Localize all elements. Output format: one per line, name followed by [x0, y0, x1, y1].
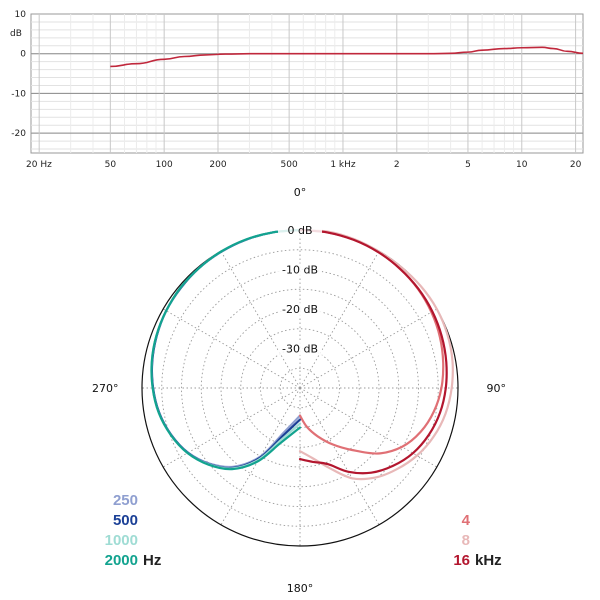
x-tick-label: 200 — [209, 160, 226, 170]
x-tick-label: 20 Hz — [26, 160, 52, 170]
polar-spoke — [299, 387, 380, 526]
polar-spoke — [220, 250, 301, 389]
legend-item-left: 1000 — [105, 532, 138, 549]
polar-ring — [200, 288, 400, 488]
ring-label-bg — [278, 224, 322, 237]
legend-item-right: 4 — [462, 512, 471, 529]
response-line — [110, 46, 584, 68]
legend-item-left: 2000 — [105, 552, 138, 569]
legend-item-left: 250 — [113, 492, 138, 509]
polar-outer-ring — [141, 229, 459, 547]
x-tick-label: 50 — [105, 160, 117, 170]
x-tick-label: 1 kHz — [330, 160, 356, 170]
legend-item-right: 8 — [462, 532, 470, 549]
angle-label: 0° — [294, 186, 307, 199]
ring-label: -30 dB — [282, 343, 318, 356]
polar-spoke — [162, 308, 301, 389]
legend-item-left: 500 — [113, 512, 138, 529]
polar-series-1000 — [150, 228, 302, 470]
y-tick-label: -20 — [11, 129, 26, 139]
polar-spoke — [299, 308, 438, 389]
angle-label: 90° — [487, 382, 507, 395]
legend-unit-right: kHz — [475, 552, 502, 569]
x-tick-label: 100 — [156, 160, 173, 170]
ring-label-bg — [278, 303, 322, 316]
polar-series-250 — [150, 228, 302, 469]
x-tick-label: 20 — [570, 160, 582, 170]
x-tick-label: 10 — [516, 160, 528, 170]
polar-spoke — [299, 250, 380, 389]
polar-series-4 — [298, 228, 445, 455]
y-tick-label: -10 — [11, 89, 26, 99]
angle-label: 180° — [287, 582, 314, 595]
polar-ring — [220, 308, 380, 468]
polar-spoke — [299, 387, 438, 468]
plot-frame — [30, 13, 584, 154]
ring-label: -20 dB — [282, 303, 318, 316]
polar-spoke — [220, 387, 301, 526]
y-axis-label: dB — [10, 29, 22, 39]
ring-label: -10 dB — [282, 264, 318, 277]
polar-series-2000 — [150, 228, 302, 471]
polar-spoke — [162, 387, 301, 468]
polar-ring — [260, 348, 340, 428]
polar-ring — [279, 367, 321, 409]
polar-series-16 — [298, 228, 448, 475]
legend-item-right: 16 — [453, 552, 470, 569]
angle-label: 270° — [92, 382, 119, 395]
x-tick-label: 5 — [465, 160, 471, 170]
ring-label-bg — [278, 263, 322, 277]
y-tick-label: 0 — [20, 50, 26, 60]
polar-ring — [240, 328, 360, 448]
ring-label: 0 dB — [287, 224, 312, 237]
x-tick-label: 500 — [281, 160, 298, 170]
ring-label-bg — [278, 342, 322, 356]
polar-ring — [181, 269, 419, 507]
y-tick-label: 10 — [15, 10, 27, 20]
x-tick-label: 2 — [394, 160, 400, 170]
polar-series-8 — [298, 228, 454, 481]
polar-ring — [161, 249, 439, 527]
legend-unit-left: Hz — [143, 552, 161, 569]
polar-series-500 — [150, 228, 302, 470]
